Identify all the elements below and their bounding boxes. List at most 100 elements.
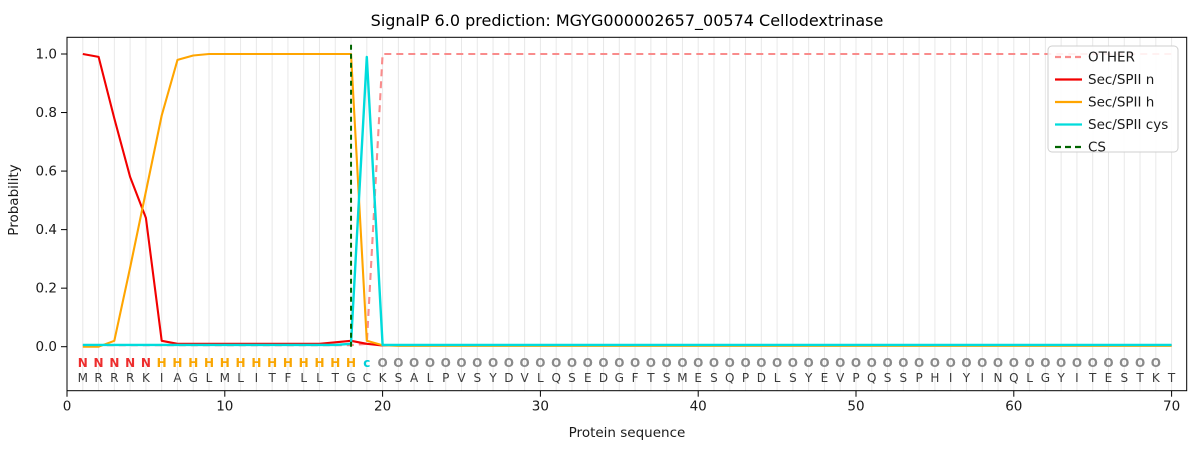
- sequence-letter: S: [789, 371, 797, 385]
- y-axis-label: Probability: [6, 164, 22, 235]
- sequence-letter: K: [142, 371, 151, 385]
- annotation-letter: O: [1088, 356, 1098, 370]
- plot-title: SignalP 6.0 prediction: MGYG000002657_00…: [371, 11, 884, 31]
- annotation-letter: O: [646, 356, 656, 370]
- annotation-letter: O: [425, 356, 435, 370]
- sequence-letter: Q: [1009, 371, 1018, 385]
- sequence-letter: S: [1120, 371, 1128, 385]
- sequence-letter: C: [363, 371, 371, 385]
- x-tick-label: 70: [1163, 399, 1180, 415]
- annotation-letter: O: [504, 356, 514, 370]
- sequence-letter: L: [537, 371, 544, 385]
- sequence-letter: P: [742, 371, 749, 385]
- curve-other: [82, 52, 1172, 347]
- annotation-letter: O: [788, 356, 798, 370]
- x-tick-label: 30: [532, 399, 549, 415]
- annotation-letter: O: [551, 356, 561, 370]
- annotation-letter: H: [188, 356, 198, 370]
- sequence-letter: D: [757, 371, 766, 385]
- sequence-letter: D: [504, 371, 513, 385]
- legend-label-n: Sec/SPII n: [1088, 72, 1154, 88]
- annotation-letter: H: [299, 356, 309, 370]
- sequence-letter: S: [395, 371, 403, 385]
- annotation-letter: N: [94, 356, 104, 370]
- sequence-letter: T: [331, 371, 340, 385]
- annotation-letter: N: [109, 356, 119, 370]
- sequence-letter: I: [949, 371, 953, 385]
- sequence-letter: R: [110, 371, 118, 385]
- x-tick-label: 50: [847, 399, 864, 415]
- sequence-letter: G: [615, 371, 624, 385]
- annotation-letter: H: [267, 356, 277, 370]
- annotation-letter: O: [867, 356, 877, 370]
- x-tick-label: 60: [1005, 399, 1022, 415]
- sequence-letter: A: [173, 371, 182, 385]
- sequence-letter: Y: [488, 371, 497, 385]
- annotation-letter: O: [1024, 356, 1034, 370]
- annotation-letter: O: [520, 356, 530, 370]
- annotation-letter: O: [882, 356, 892, 370]
- annotation-letter: O: [835, 356, 845, 370]
- annotation-letter: O: [772, 356, 782, 370]
- sequence-letter: L: [1026, 371, 1033, 385]
- annotation-letter: N: [125, 356, 135, 370]
- sequence-letter: L: [206, 371, 213, 385]
- y-tick-label: 1.0: [36, 47, 57, 63]
- sequence-letter: P: [442, 371, 449, 385]
- annotation-letter: N: [78, 356, 88, 370]
- annotation-letter: O: [914, 356, 924, 370]
- sequence-letter: F: [632, 371, 639, 385]
- sequence-letter: L: [774, 371, 781, 385]
- annotation-letter: H: [157, 356, 167, 370]
- sequence-letter: L: [427, 371, 434, 385]
- annotation-letter: O: [804, 356, 814, 370]
- sequence-letter: E: [694, 371, 702, 385]
- sequence-letter: Q: [725, 371, 734, 385]
- sequence-letter: E: [584, 371, 592, 385]
- sequence-letter: S: [900, 371, 908, 385]
- sequence-letter: M: [220, 371, 230, 385]
- sequence-letter: H: [930, 371, 939, 385]
- annotation-letter: O: [819, 356, 829, 370]
- sequence-letter: S: [568, 371, 576, 385]
- annotation-letter: H: [236, 356, 246, 370]
- annotation-letter: O: [1056, 356, 1066, 370]
- sequence-letter: Q: [551, 371, 560, 385]
- annotation-letter: H: [172, 356, 182, 370]
- annotation-letter: H: [251, 356, 261, 370]
- annotation-letter: O: [756, 356, 766, 370]
- sequence-letter: G: [346, 371, 355, 385]
- sequence-letter: P: [915, 371, 922, 385]
- annotation-letter: O: [409, 356, 419, 370]
- sequence-letter: T: [267, 371, 276, 385]
- sequence-letter: T: [1088, 371, 1097, 385]
- annotation-letter: H: [220, 356, 230, 370]
- sequence-letter: Y: [804, 371, 813, 385]
- y-axis-ticks: 0.0 0.2 0.4 0.6 0.8 1.0: [36, 47, 67, 355]
- sequence-letter: F: [284, 371, 291, 385]
- legend-label-other: OTHER: [1088, 50, 1135, 66]
- legend-label-cys: Sec/SPII cys: [1088, 117, 1168, 133]
- sequence-letter: I: [160, 371, 164, 385]
- sequence-letter: A: [410, 371, 419, 385]
- sequence-letter: Y: [1056, 371, 1065, 385]
- annotation-letter: O: [709, 356, 719, 370]
- sequence-letter: V: [836, 371, 845, 385]
- sequence-letter: Y: [962, 371, 971, 385]
- sequence-letter: I: [255, 371, 259, 385]
- y-tick-label: 0.0: [36, 339, 57, 355]
- sequence-letter: K: [1152, 371, 1161, 385]
- sequence-letter: G: [189, 371, 198, 385]
- annotation-letter: O: [851, 356, 861, 370]
- curve-n: [82, 52, 1172, 347]
- sequence-letter: T: [1167, 371, 1176, 385]
- sequence-letter: M: [78, 371, 88, 385]
- annotation-letter: c: [363, 356, 370, 370]
- x-axis-label: Protein sequence: [569, 425, 686, 441]
- annotation-letter: H: [314, 356, 324, 370]
- sequence-letter: V: [521, 371, 530, 385]
- annotation-letter: O: [567, 356, 577, 370]
- sequence-letter: E: [1105, 371, 1113, 385]
